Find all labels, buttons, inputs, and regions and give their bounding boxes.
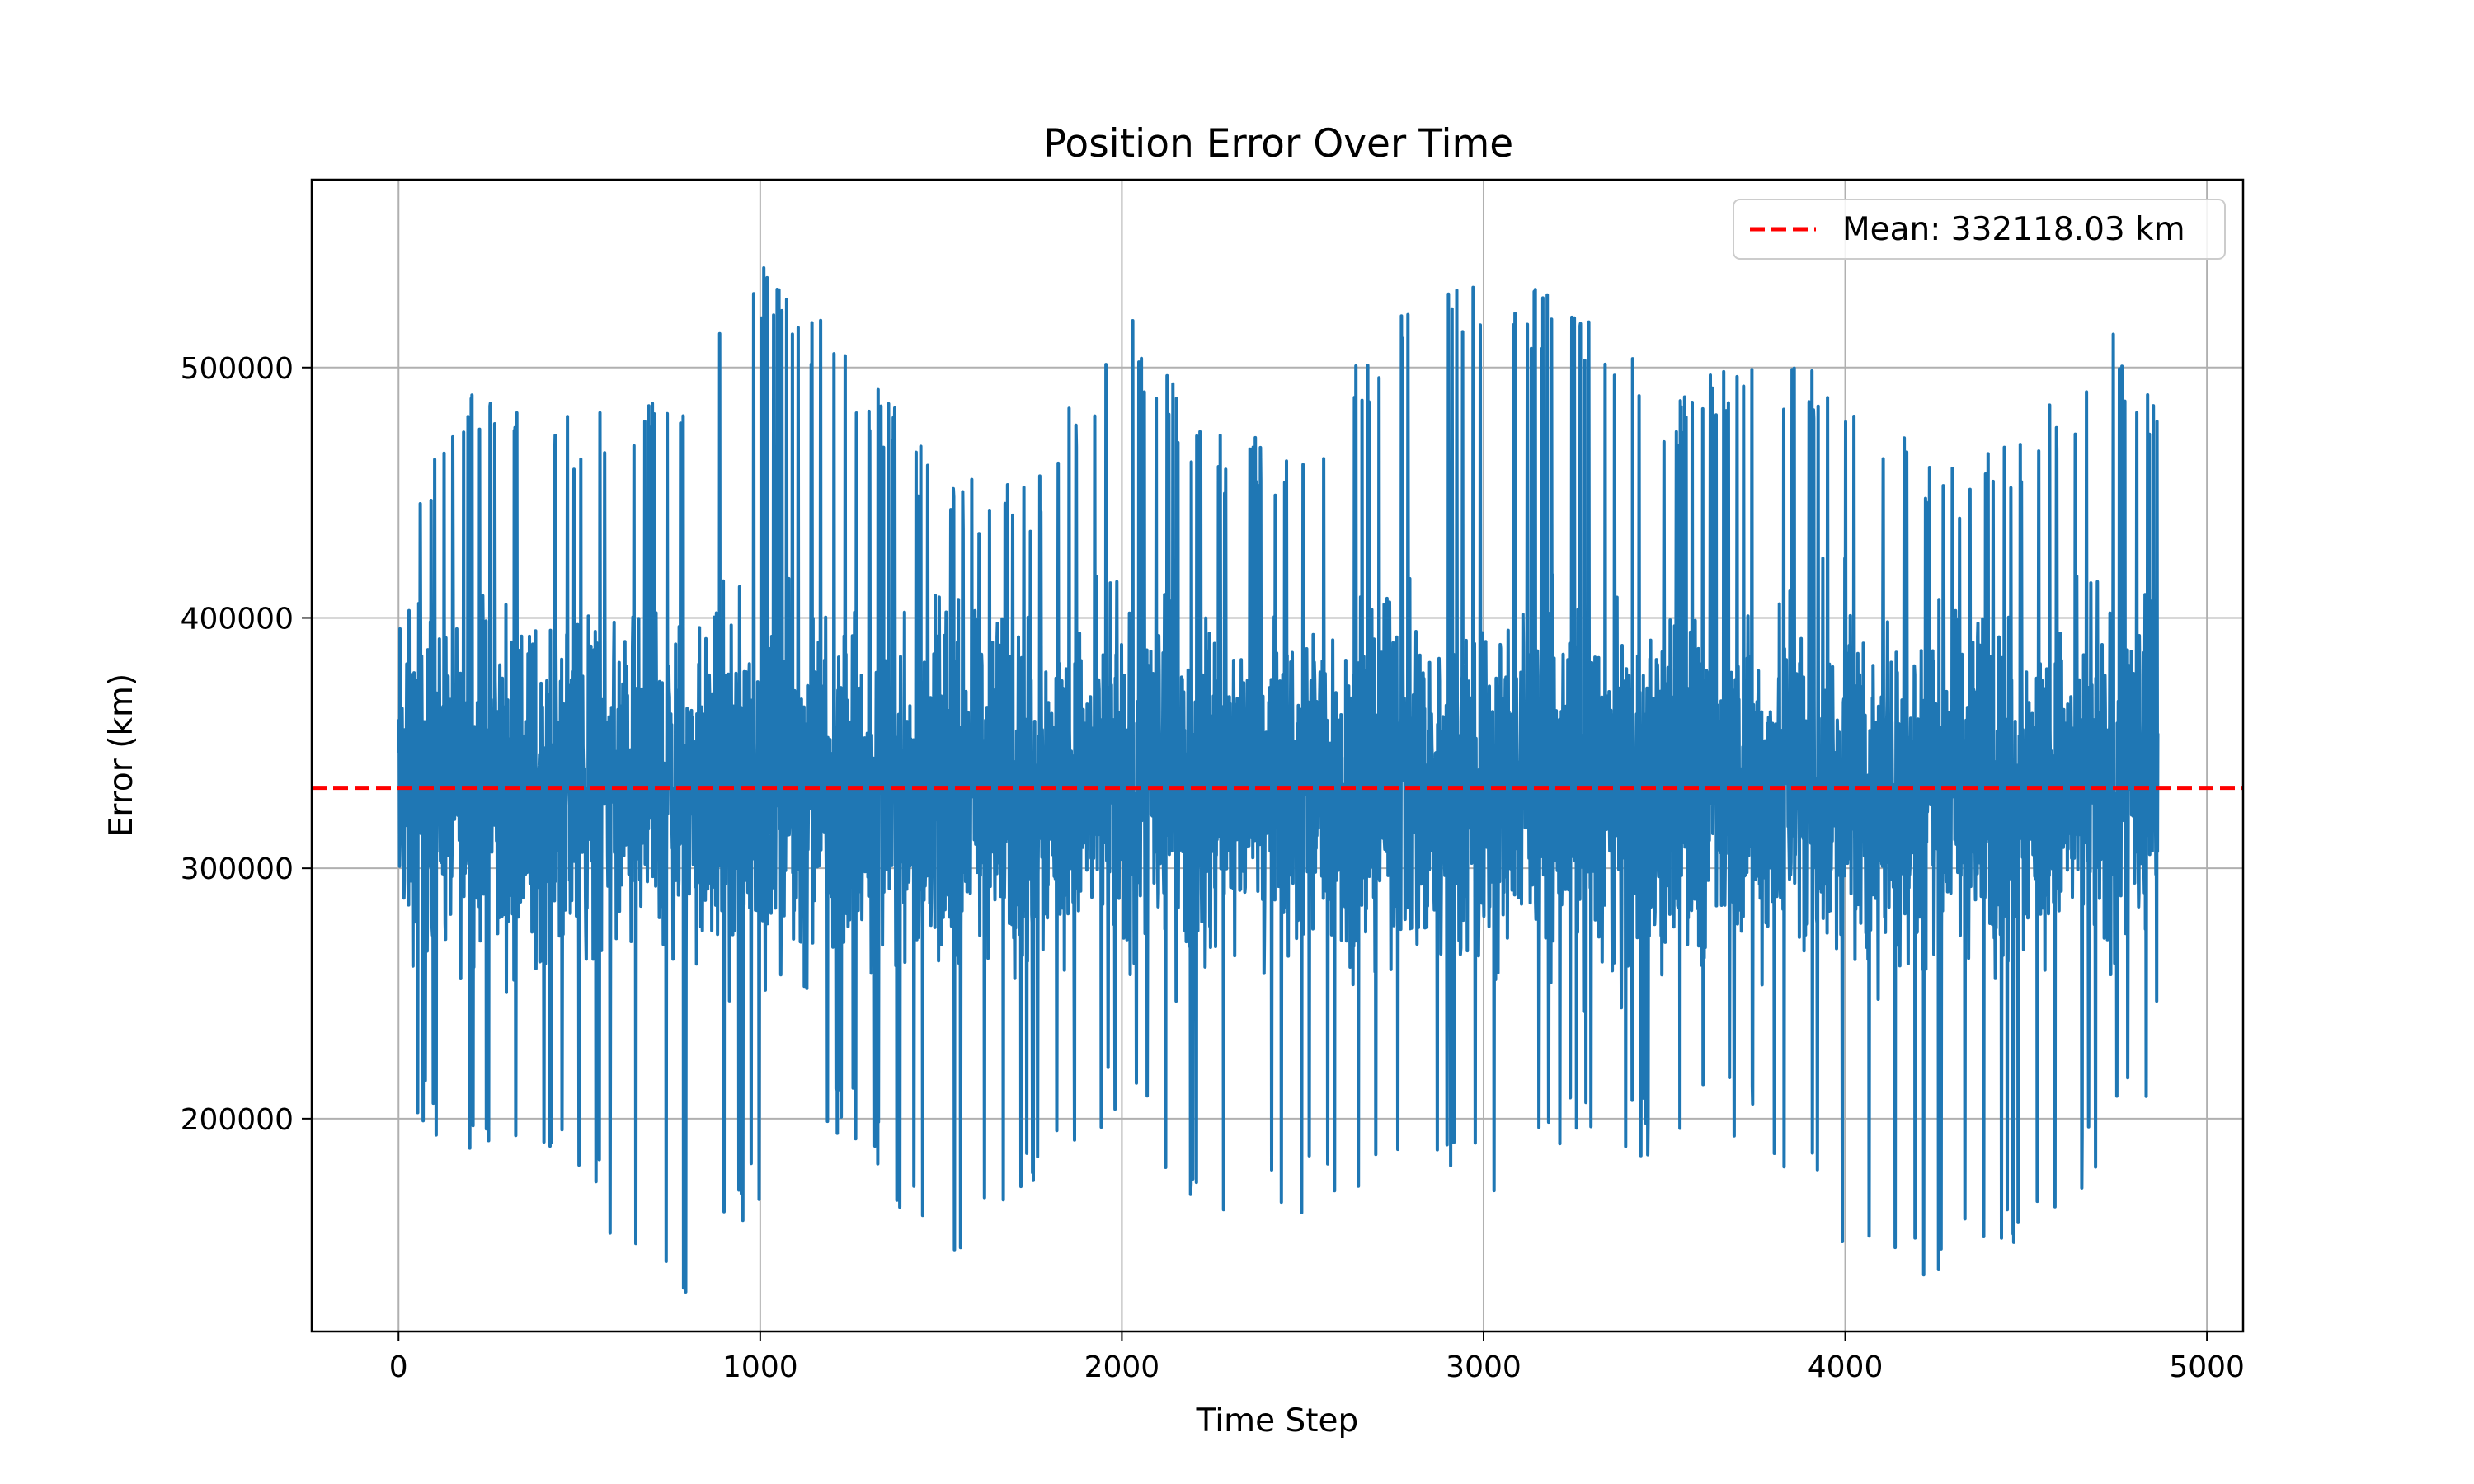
- plot-frame: [310, 178, 2245, 1333]
- y-tick-label: 400000: [181, 602, 294, 636]
- x-tick-label: 4000: [1808, 1350, 1884, 1384]
- series-polyline: [397, 266, 2160, 1294]
- x-axis-label: Time Step: [1196, 1402, 1359, 1439]
- x-tick-label: 5000: [2169, 1350, 2245, 1384]
- series-line: [397, 266, 2160, 1294]
- y-tick-label: 200000: [181, 1103, 294, 1137]
- x-tick-label: 2000: [1084, 1350, 1160, 1384]
- chart-title: Position Error Over Time: [1043, 121, 1513, 167]
- x-tick-label: 0: [389, 1350, 408, 1384]
- x-tick-label: 1000: [722, 1350, 798, 1384]
- y-axis-label: Error (km): [103, 674, 140, 837]
- legend: Mean: 332118.03 km: [1733, 199, 2226, 260]
- y-tick-label: 300000: [181, 852, 294, 886]
- x-tick-label: 3000: [1446, 1350, 1522, 1384]
- y-axis-ticks: 200000 300000 400000 500000: [181, 352, 312, 1137]
- y-tick-label: 500000: [181, 352, 294, 386]
- x-axis-ticks: 0 1000 2000 3000 4000 5000: [389, 1331, 2245, 1384]
- legend-mean-label: Mean: 332118.03 km: [1842, 211, 2185, 248]
- legend-box: [1733, 199, 2226, 260]
